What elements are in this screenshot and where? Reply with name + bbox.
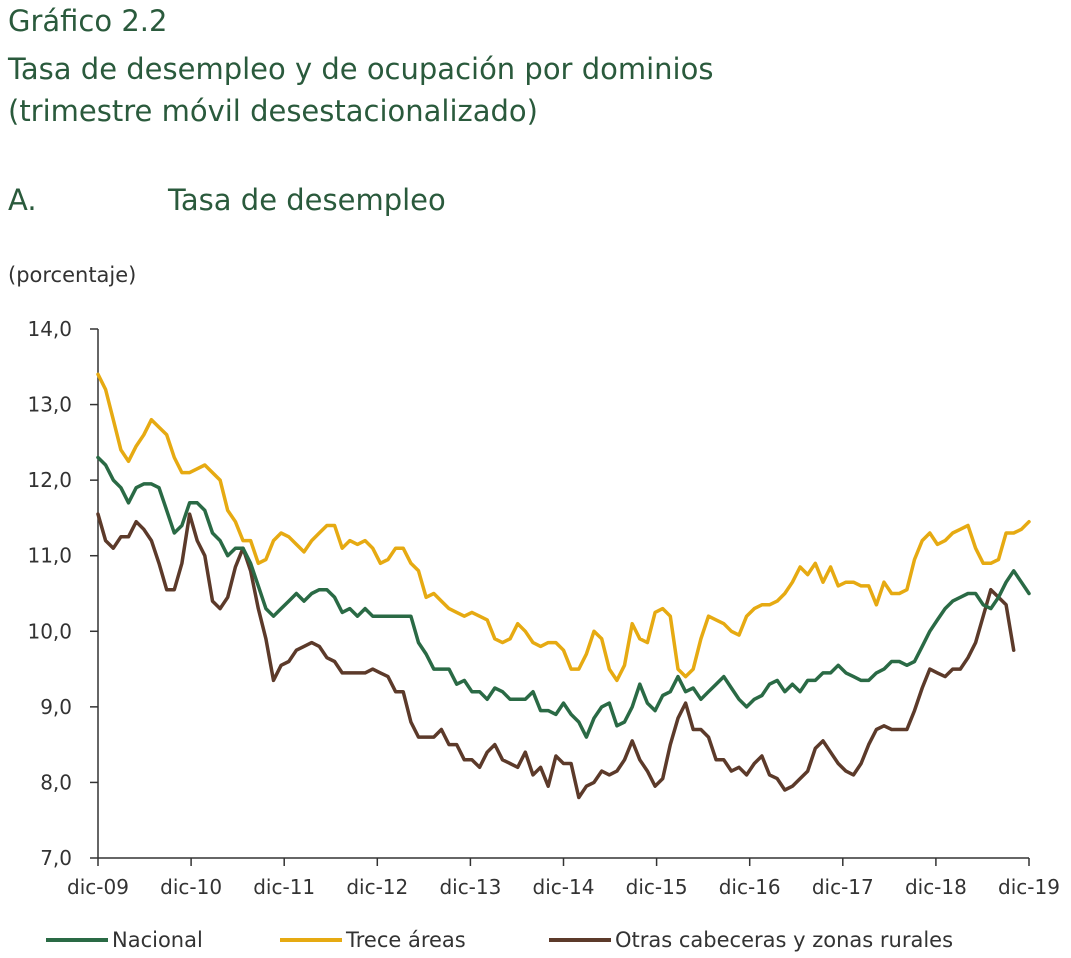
series-line-trece-areas [96, 372, 1031, 683]
y-tick-label: 14,0 [27, 317, 72, 341]
x-tick-label: dic-11 [253, 875, 315, 899]
x-tick-label: dic-13 [439, 875, 501, 899]
x-tick-label: dic-15 [626, 875, 688, 899]
x-tick-label: dic-12 [346, 875, 408, 899]
x-tick-label: dic-19 [998, 875, 1060, 899]
y-tick-label: 9,0 [40, 695, 72, 719]
panel-letter: A. [8, 183, 37, 217]
series-line-nacional [96, 455, 1031, 739]
y-tick-label: 13,0 [27, 393, 72, 417]
figure-subtitle: (trimestre móvil desestacionalizado) [8, 94, 538, 128]
y-axis-unit-label: (porcentaje) [8, 263, 137, 287]
x-tick-label: dic-18 [905, 875, 967, 899]
figure-number: Gráfico 2.2 [8, 4, 168, 38]
chart-series [96, 372, 1031, 800]
legend-item-trece-areas: Trece áreas [280, 925, 466, 955]
x-tick-label: dic-09 [67, 875, 129, 899]
y-tick-label: 7,0 [40, 846, 72, 870]
legend-item-nacional: Nacional [46, 925, 203, 955]
x-tick-label: dic-10 [160, 875, 222, 899]
x-tick-label: dic-17 [812, 875, 874, 899]
legend-swatch-trece-areas [280, 938, 342, 942]
legend-swatch-otras-cabeceras [549, 938, 611, 942]
x-tick-label: dic-14 [533, 875, 595, 899]
legend-label-otras-cabeceras: Otras cabeceras y zonas rurales [615, 928, 954, 952]
legend-label-nacional: Nacional [112, 928, 203, 952]
x-tick-label: dic-16 [719, 875, 781, 899]
figure-title: Tasa de desempleo y de ocupación por dom… [8, 52, 714, 86]
panel-title: Tasa de desempleo [168, 183, 446, 217]
y-tick-label: 10,0 [27, 619, 72, 643]
y-tick-label: 11,0 [27, 544, 72, 568]
legend-item-otras-cabeceras: Otras cabeceras y zonas rurales [549, 925, 953, 955]
legend-label-trece-areas: Trece áreas [346, 928, 466, 952]
series-line-otras-cabeceras [96, 512, 1016, 800]
chart-axes: 14,0 13,0 12,0 11,0 10,0 9,0 8,0 7,0 dic-09 dic-1… [27, 317, 1059, 899]
legend-swatch-nacional [46, 938, 108, 942]
y-tick-label: 12,0 [27, 468, 72, 492]
y-tick-label: 8,0 [40, 770, 72, 794]
